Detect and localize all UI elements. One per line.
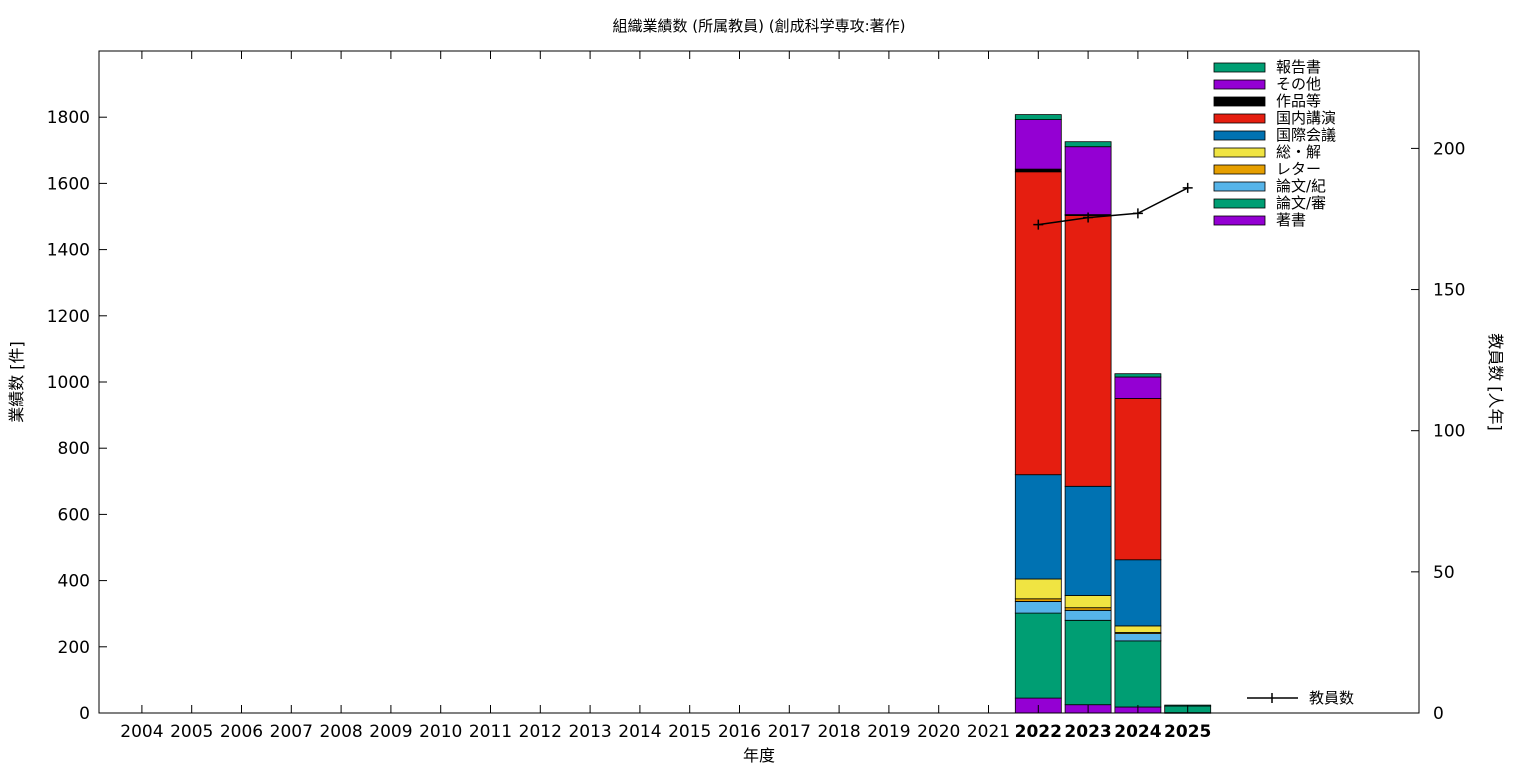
bar-segment-2023-1 (1064, 619, 1112, 706)
bar-segment-2022-5 (1014, 474, 1062, 580)
bar-segment-2023-9 (1064, 141, 1112, 148)
y-axis-title: 業績数 [件] (7, 341, 26, 423)
y-tick-label: 600 (58, 505, 90, 525)
y-tick-label: 0 (79, 704, 90, 724)
x-tick-label-2014: 2014 (618, 722, 661, 742)
bar-segment-2022-1 (1014, 612, 1062, 699)
legend-line-swatch (1247, 693, 1298, 703)
bar-segment-2024-9 (1114, 373, 1162, 378)
legend-swatch-3 (1213, 113, 1266, 124)
x-tick-label-2019: 2019 (867, 722, 910, 742)
x-tick-label-2008: 2008 (319, 722, 362, 742)
y-tick-label: 1600 (47, 174, 90, 194)
legend-swatch-5 (1213, 147, 1266, 158)
bar-segment-2023-6 (1064, 215, 1112, 487)
bar-segment-2022-9 (1014, 114, 1062, 120)
x-tick-label-2024: 2024 (1114, 722, 1161, 742)
y2-tick-label: 0 (1433, 704, 1444, 724)
legend-label-0: 報告書 (1276, 58, 1321, 76)
legend-swatch-2 (1213, 96, 1266, 107)
staff-count-point-2025 (1182, 182, 1193, 193)
x-tick-label-2006: 2006 (220, 722, 263, 742)
legend-label-3: 国内講演 (1276, 109, 1336, 127)
line-layer (1033, 182, 1193, 230)
x-tick-label-2013: 2013 (568, 722, 611, 742)
x-tick-label-2011: 2011 (469, 722, 512, 742)
y2-axis-title: 教員数 [人年] (1486, 333, 1505, 431)
bar-segment-2023-2 (1064, 610, 1112, 621)
x-tick-label-2016: 2016 (718, 722, 761, 742)
bar-segment-2024-5 (1114, 559, 1162, 627)
legend-swatch-9 (1213, 215, 1266, 226)
bar-segment-2023-5 (1064, 485, 1112, 596)
legend-swatch-4 (1213, 130, 1266, 141)
legend-swatch-6 (1213, 164, 1266, 175)
legend-line-label: 教員数 (1309, 689, 1354, 707)
legend-label-8: 論文/審 (1276, 194, 1326, 212)
y-tick-label: 1000 (47, 373, 90, 393)
y-tick-label: 800 (58, 439, 90, 459)
bar-segment-2023-8 (1064, 146, 1112, 215)
x-tick-label-2020: 2020 (917, 722, 960, 742)
x-tick-label-2010: 2010 (419, 722, 462, 742)
bar-segment-2024-1 (1114, 640, 1162, 708)
y2-tick-label: 100 (1433, 422, 1465, 442)
legend-label-5: 総・解 (1276, 143, 1321, 161)
staff-count-point-2024 (1132, 208, 1143, 219)
legend-label-1: その他 (1276, 75, 1321, 93)
x-tick-label-2005: 2005 (170, 722, 213, 742)
legend-swatch-8 (1213, 198, 1266, 209)
bars-layer (1014, 114, 1212, 714)
bar-segment-2024-6 (1114, 398, 1162, 561)
x-tick-label-2009: 2009 (369, 722, 412, 742)
bar-segment-2022-7 (1014, 168, 1062, 173)
x-tick-label-2022: 2022 (1015, 722, 1062, 742)
legend-label-6: レター (1276, 160, 1321, 178)
x-tick-label-2015: 2015 (668, 722, 711, 742)
legend-label-2: 作品等 (1276, 92, 1321, 110)
y-tick-label: 1400 (47, 241, 90, 261)
bar-segment-2022-8 (1014, 119, 1062, 170)
staff-count-point-2023 (1083, 212, 1094, 223)
y2-tick-label: 50 (1433, 563, 1455, 583)
legend-swatch-1 (1213, 79, 1266, 90)
x-tick-label-2025: 2025 (1164, 722, 1211, 742)
legend-label-9: 著書 (1276, 211, 1306, 229)
axes-layer: 0 200 400 600 800 1000 1200 1400 1600 1800 0 50 100 1… (47, 50, 1465, 742)
bar-segment-2024-2 (1114, 633, 1162, 642)
chart-title: 組織業績数 (所属教員) (創成科学専攻:著作) (613, 17, 906, 35)
legend-label-4: 国際会議 (1276, 126, 1336, 144)
y-tick-label: 400 (58, 572, 90, 592)
x-tick-label-2007: 2007 (270, 722, 313, 742)
legend-label-7: 論文/紀 (1276, 177, 1326, 195)
bar-segment-2022-4 (1014, 578, 1062, 600)
x-tick-label-2017: 2017 (768, 722, 811, 742)
staff-count-line (1038, 187, 1189, 226)
legend-swatch-7 (1213, 181, 1266, 192)
bar-segment-2024-4 (1114, 625, 1162, 633)
x-tick-label-2023: 2023 (1064, 722, 1111, 742)
bar-segment-2022-2 (1014, 601, 1062, 614)
y2-tick-label: 150 (1433, 281, 1465, 301)
y-tick-label: 200 (58, 638, 90, 658)
x-axis-title: 年度 (743, 746, 775, 765)
y-tick-label: 1800 (47, 108, 90, 128)
x-tick-label-2021: 2021 (967, 722, 1010, 742)
bar-segment-2023-4 (1064, 595, 1112, 609)
staff-count-point-2022 (1033, 219, 1044, 230)
bar-segment-2024-8 (1114, 376, 1162, 399)
x-tick-label-2012: 2012 (519, 722, 562, 742)
x-tick-label-2018: 2018 (817, 722, 860, 742)
x-tick-label-2004: 2004 (120, 722, 163, 742)
bar-segment-2022-6 (1014, 171, 1062, 476)
legend-swatch-0 (1213, 62, 1266, 73)
y2-tick-label: 200 (1433, 139, 1465, 159)
y-tick-label: 1200 (47, 307, 90, 327)
